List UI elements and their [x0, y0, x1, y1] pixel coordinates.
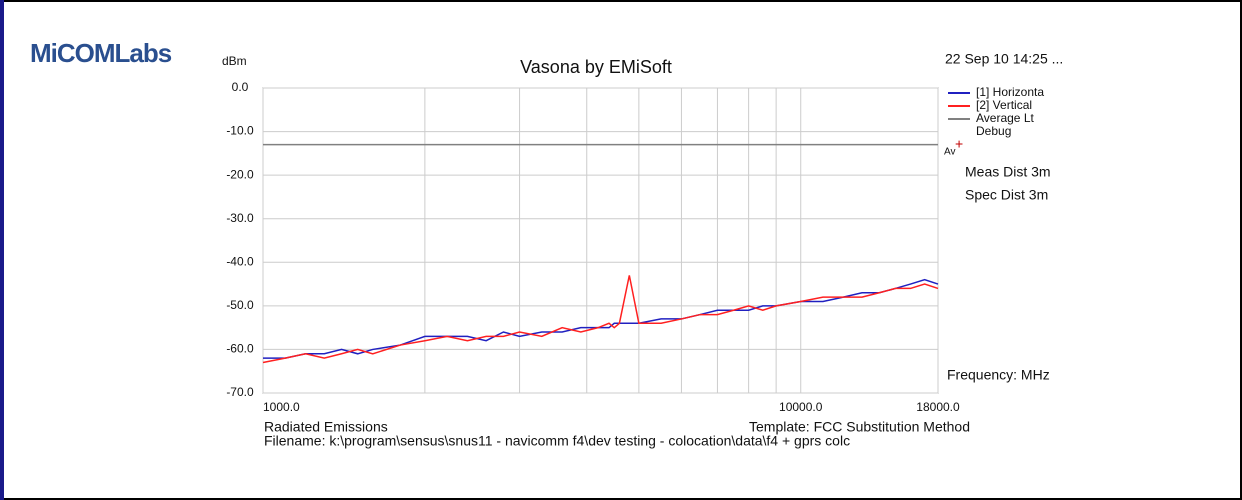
x-tick-label: 1000.0 — [263, 400, 300, 414]
data-line — [263, 278, 939, 359]
chart-title: Vasona by EMiSoft — [520, 57, 672, 77]
y-axis-label: dBm — [222, 54, 247, 68]
x-tick-label: 10000.0 — [779, 400, 823, 414]
x-tick-label: 18000.0 — [916, 400, 960, 414]
y-tick-label: -10.0 — [226, 124, 254, 138]
annotation: Template: FCC Substitution Method — [749, 419, 970, 435]
y-tick-label: -60.0 — [226, 342, 254, 356]
debug-symbol: + — [955, 136, 963, 152]
y-tick-label: -20.0 — [226, 167, 254, 181]
data-line — [262, 275, 939, 364]
left-edge — [0, 0, 4, 500]
legend-label: [1] Horizonta — [976, 85, 1044, 99]
annotation: Spec Dist 3m — [965, 187, 1048, 203]
y-tick-label: 0.0 — [232, 80, 249, 94]
timestamp: 22 Sep 10 14:25 ... — [945, 51, 1063, 67]
annotation: Radiated Emissions — [264, 419, 388, 435]
legend-label: [2] Vertical — [976, 98, 1032, 112]
annotation: Filename: k:\program\sensus\snus11 - nav… — [264, 433, 850, 449]
y-tick-label: -30.0 — [226, 211, 254, 225]
limit-label: Av — [944, 146, 956, 157]
annotation: Frequency: MHz — [947, 367, 1050, 383]
plot-frame — [262, 87, 939, 394]
y-tick-label: -70.0 — [226, 385, 254, 399]
y-tick-label: -40.0 — [226, 254, 254, 268]
legend-label: Debug — [976, 124, 1011, 138]
legend-label: Average Lt — [976, 111, 1034, 125]
y-tick-label: -50.0 — [226, 298, 254, 312]
logo: MiCOMLabs — [30, 38, 172, 68]
annotation: Meas Dist 3m — [965, 164, 1051, 180]
